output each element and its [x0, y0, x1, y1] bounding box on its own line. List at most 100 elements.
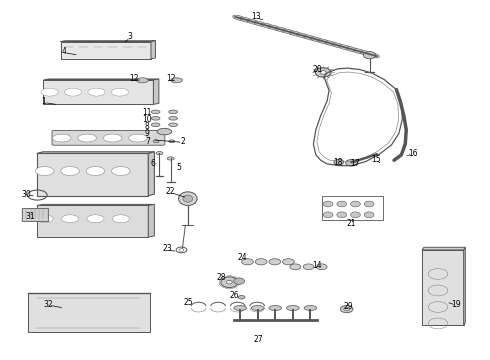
Text: 5: 5: [176, 163, 181, 172]
Ellipse shape: [156, 152, 163, 155]
Ellipse shape: [332, 43, 344, 48]
Ellipse shape: [261, 23, 273, 28]
Ellipse shape: [78, 134, 97, 142]
Ellipse shape: [35, 167, 54, 176]
Polygon shape: [422, 247, 466, 250]
Ellipse shape: [88, 88, 105, 96]
Ellipse shape: [303, 264, 314, 270]
Text: 16: 16: [408, 149, 417, 158]
Ellipse shape: [290, 31, 301, 36]
Text: 6: 6: [151, 159, 156, 168]
Text: 19: 19: [451, 300, 461, 309]
Text: 10: 10: [143, 115, 152, 124]
Polygon shape: [464, 247, 465, 325]
Polygon shape: [37, 206, 148, 237]
Ellipse shape: [171, 78, 182, 83]
Polygon shape: [37, 153, 148, 196]
Ellipse shape: [290, 264, 301, 270]
Text: 26: 26: [229, 291, 239, 300]
Text: 3: 3: [128, 32, 133, 41]
Ellipse shape: [275, 27, 287, 32]
Ellipse shape: [233, 15, 245, 21]
Ellipse shape: [151, 123, 160, 127]
Text: 30: 30: [22, 190, 31, 199]
Ellipse shape: [234, 278, 245, 284]
Ellipse shape: [221, 277, 238, 288]
Ellipse shape: [323, 212, 333, 218]
Polygon shape: [422, 250, 464, 325]
Ellipse shape: [169, 140, 174, 143]
Ellipse shape: [353, 49, 365, 54]
Ellipse shape: [153, 140, 159, 143]
Ellipse shape: [339, 45, 351, 50]
Ellipse shape: [242, 259, 253, 265]
Text: 12: 12: [166, 74, 175, 83]
Ellipse shape: [360, 51, 372, 56]
Ellipse shape: [364, 51, 376, 59]
Ellipse shape: [62, 215, 78, 223]
Text: 11: 11: [143, 108, 152, 117]
Ellipse shape: [317, 264, 327, 270]
Ellipse shape: [238, 296, 245, 299]
Ellipse shape: [364, 212, 374, 218]
Ellipse shape: [167, 157, 174, 160]
Ellipse shape: [240, 17, 252, 22]
Ellipse shape: [183, 195, 193, 202]
Ellipse shape: [287, 306, 299, 311]
Ellipse shape: [255, 259, 267, 265]
Ellipse shape: [157, 129, 171, 135]
Text: 9: 9: [145, 129, 150, 138]
Ellipse shape: [226, 280, 232, 284]
Ellipse shape: [350, 201, 360, 207]
Polygon shape: [44, 79, 159, 80]
Ellipse shape: [345, 159, 357, 166]
Polygon shape: [153, 79, 159, 104]
Ellipse shape: [247, 19, 259, 24]
Ellipse shape: [337, 212, 346, 218]
Ellipse shape: [268, 25, 280, 30]
Text: 28: 28: [217, 273, 226, 282]
Ellipse shape: [368, 53, 379, 58]
Ellipse shape: [304, 35, 316, 40]
Text: 18: 18: [333, 158, 343, 167]
Polygon shape: [61, 41, 151, 59]
Text: 31: 31: [25, 212, 35, 221]
Ellipse shape: [296, 33, 309, 38]
Ellipse shape: [234, 306, 246, 311]
Text: 25: 25: [184, 298, 194, 307]
Text: 17: 17: [350, 159, 360, 168]
Ellipse shape: [137, 78, 148, 83]
Ellipse shape: [178, 192, 197, 206]
Ellipse shape: [169, 110, 177, 114]
Ellipse shape: [111, 88, 128, 96]
Text: 22: 22: [166, 187, 175, 196]
Text: 2: 2: [181, 137, 185, 146]
Text: 1: 1: [41, 97, 46, 106]
Text: 20: 20: [313, 65, 322, 74]
FancyBboxPatch shape: [52, 131, 165, 145]
Ellipse shape: [254, 21, 266, 26]
Polygon shape: [151, 41, 155, 59]
Polygon shape: [148, 204, 154, 237]
Text: 7: 7: [145, 137, 150, 146]
Ellipse shape: [340, 306, 353, 313]
FancyBboxPatch shape: [22, 208, 48, 221]
Text: 4: 4: [62, 48, 67, 57]
Ellipse shape: [337, 201, 346, 207]
Ellipse shape: [318, 39, 330, 44]
Ellipse shape: [65, 88, 81, 96]
Ellipse shape: [151, 110, 160, 114]
Ellipse shape: [350, 212, 360, 218]
Polygon shape: [37, 152, 154, 153]
Ellipse shape: [311, 37, 323, 42]
Ellipse shape: [323, 201, 333, 207]
Ellipse shape: [87, 215, 104, 223]
Text: 21: 21: [347, 219, 356, 228]
Ellipse shape: [103, 134, 122, 142]
Text: 8: 8: [145, 122, 149, 131]
Ellipse shape: [36, 215, 53, 223]
Ellipse shape: [325, 41, 337, 46]
Polygon shape: [148, 152, 154, 196]
Polygon shape: [27, 293, 150, 332]
Ellipse shape: [41, 88, 58, 96]
